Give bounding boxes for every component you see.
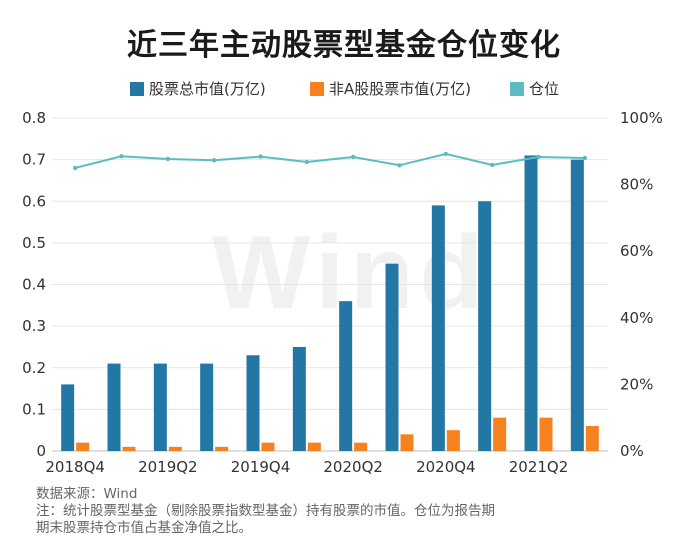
x-tick-label: 2020Q4: [416, 458, 476, 476]
line-point: [350, 154, 356, 160]
footnote-line-2: 期末股票持仓市值占基金净值之比。: [36, 520, 252, 536]
bar-stock-total: [524, 155, 538, 451]
bar-stock-total: [478, 201, 492, 451]
legend: 股票总市值(万亿) 非A股股票市值(万亿) 仓位: [130, 80, 559, 98]
legend-position-swatch: [510, 82, 524, 96]
y-left-tick-label: 0.5: [22, 234, 46, 252]
line-point: [119, 154, 124, 159]
y-left-tick-label: 0.8: [22, 109, 46, 127]
bar-non-a-share: [122, 446, 136, 451]
legend-stock-total-label: 股票总市值(万亿): [149, 80, 266, 98]
bar-non-a-share: [168, 446, 182, 451]
bar-non-a-share: [354, 442, 368, 451]
y-right-tick-label: 20%: [620, 375, 653, 393]
bar-non-a-share: [446, 430, 460, 451]
y-left-tick-label: 0: [36, 442, 46, 460]
line-point: [258, 154, 263, 159]
line-point: [397, 163, 402, 168]
bar-non-a-share: [76, 442, 90, 451]
x-tick-label: 2019Q2: [138, 458, 198, 476]
bars: [61, 155, 599, 451]
y-left-tick-label: 0.7: [22, 151, 46, 169]
legend-non-a-share-label: 非A股股票市值(万亿): [329, 80, 471, 98]
line-point: [536, 154, 541, 160]
bar-stock-total: [385, 263, 399, 451]
bar-stock-total: [153, 363, 167, 451]
bar-non-a-share: [261, 442, 275, 451]
bar-stock-total: [570, 159, 584, 451]
bar-non-a-share: [215, 446, 229, 451]
x-tick-label: 2021Q2: [509, 458, 569, 476]
legend-non-a-share-swatch: [310, 82, 324, 96]
y-right-tick-label: 40%: [620, 309, 653, 327]
x-tick-label: 2020Q2: [323, 458, 383, 476]
line-point: [582, 155, 588, 161]
y-right-tick-label: 100%: [620, 109, 663, 127]
y-right-tick-label: 0%: [620, 442, 644, 460]
line-point: [211, 158, 217, 163]
line-point: [304, 159, 310, 165]
y-left-tick-label: 0.2: [22, 359, 46, 377]
legend-stock-total-swatch: [130, 82, 144, 96]
source-note: 数据来源：Wind: [36, 486, 138, 502]
y-right-tick-label: 60%: [620, 242, 653, 260]
bar-stock-total: [200, 363, 214, 451]
line-point: [443, 151, 449, 157]
y-left-tick-label: 0.4: [22, 276, 46, 294]
footnote-line-1: 注：统计股票型基金（剔除股票指数型基金）持有股票的市值。仓位为报告期: [36, 503, 495, 519]
bar-non-a-share: [493, 417, 507, 451]
chart-title: 近三年主动股票型基金仓位变化: [127, 28, 561, 63]
bar-non-a-share: [400, 434, 414, 451]
x-tick-label: 2018Q4: [45, 458, 105, 476]
line-position: [74, 152, 585, 169]
bar-stock-total: [246, 355, 260, 451]
bar-stock-total: [107, 363, 121, 451]
line-point: [72, 165, 78, 171]
line-point: [489, 162, 495, 168]
y-left-tick-label: 0.1: [22, 400, 46, 418]
bar-stock-total: [431, 205, 445, 451]
x-tick-label: 2019Q4: [231, 458, 291, 476]
axes: 0 0.1 0.2 0.3 0.4 0.5 0.6 0.7 0.8 0% 20% 40% 60% 80% 1…: [22, 109, 663, 476]
line-point: [165, 156, 171, 162]
bar-stock-total: [292, 346, 306, 451]
bar-non-a-share: [307, 442, 321, 451]
y-left-tick-label: 0.3: [22, 317, 46, 335]
bar-stock-total: [339, 301, 353, 451]
y-right-tick-label: 80%: [620, 176, 653, 194]
line-series: [72, 151, 588, 171]
y-left-tick-label: 0.6: [22, 192, 46, 210]
bar-non-a-share: [539, 417, 553, 451]
bar-stock-total: [61, 384, 75, 451]
legend-position-label: 仓位: [529, 80, 559, 98]
bar-non-a-share: [585, 426, 599, 451]
